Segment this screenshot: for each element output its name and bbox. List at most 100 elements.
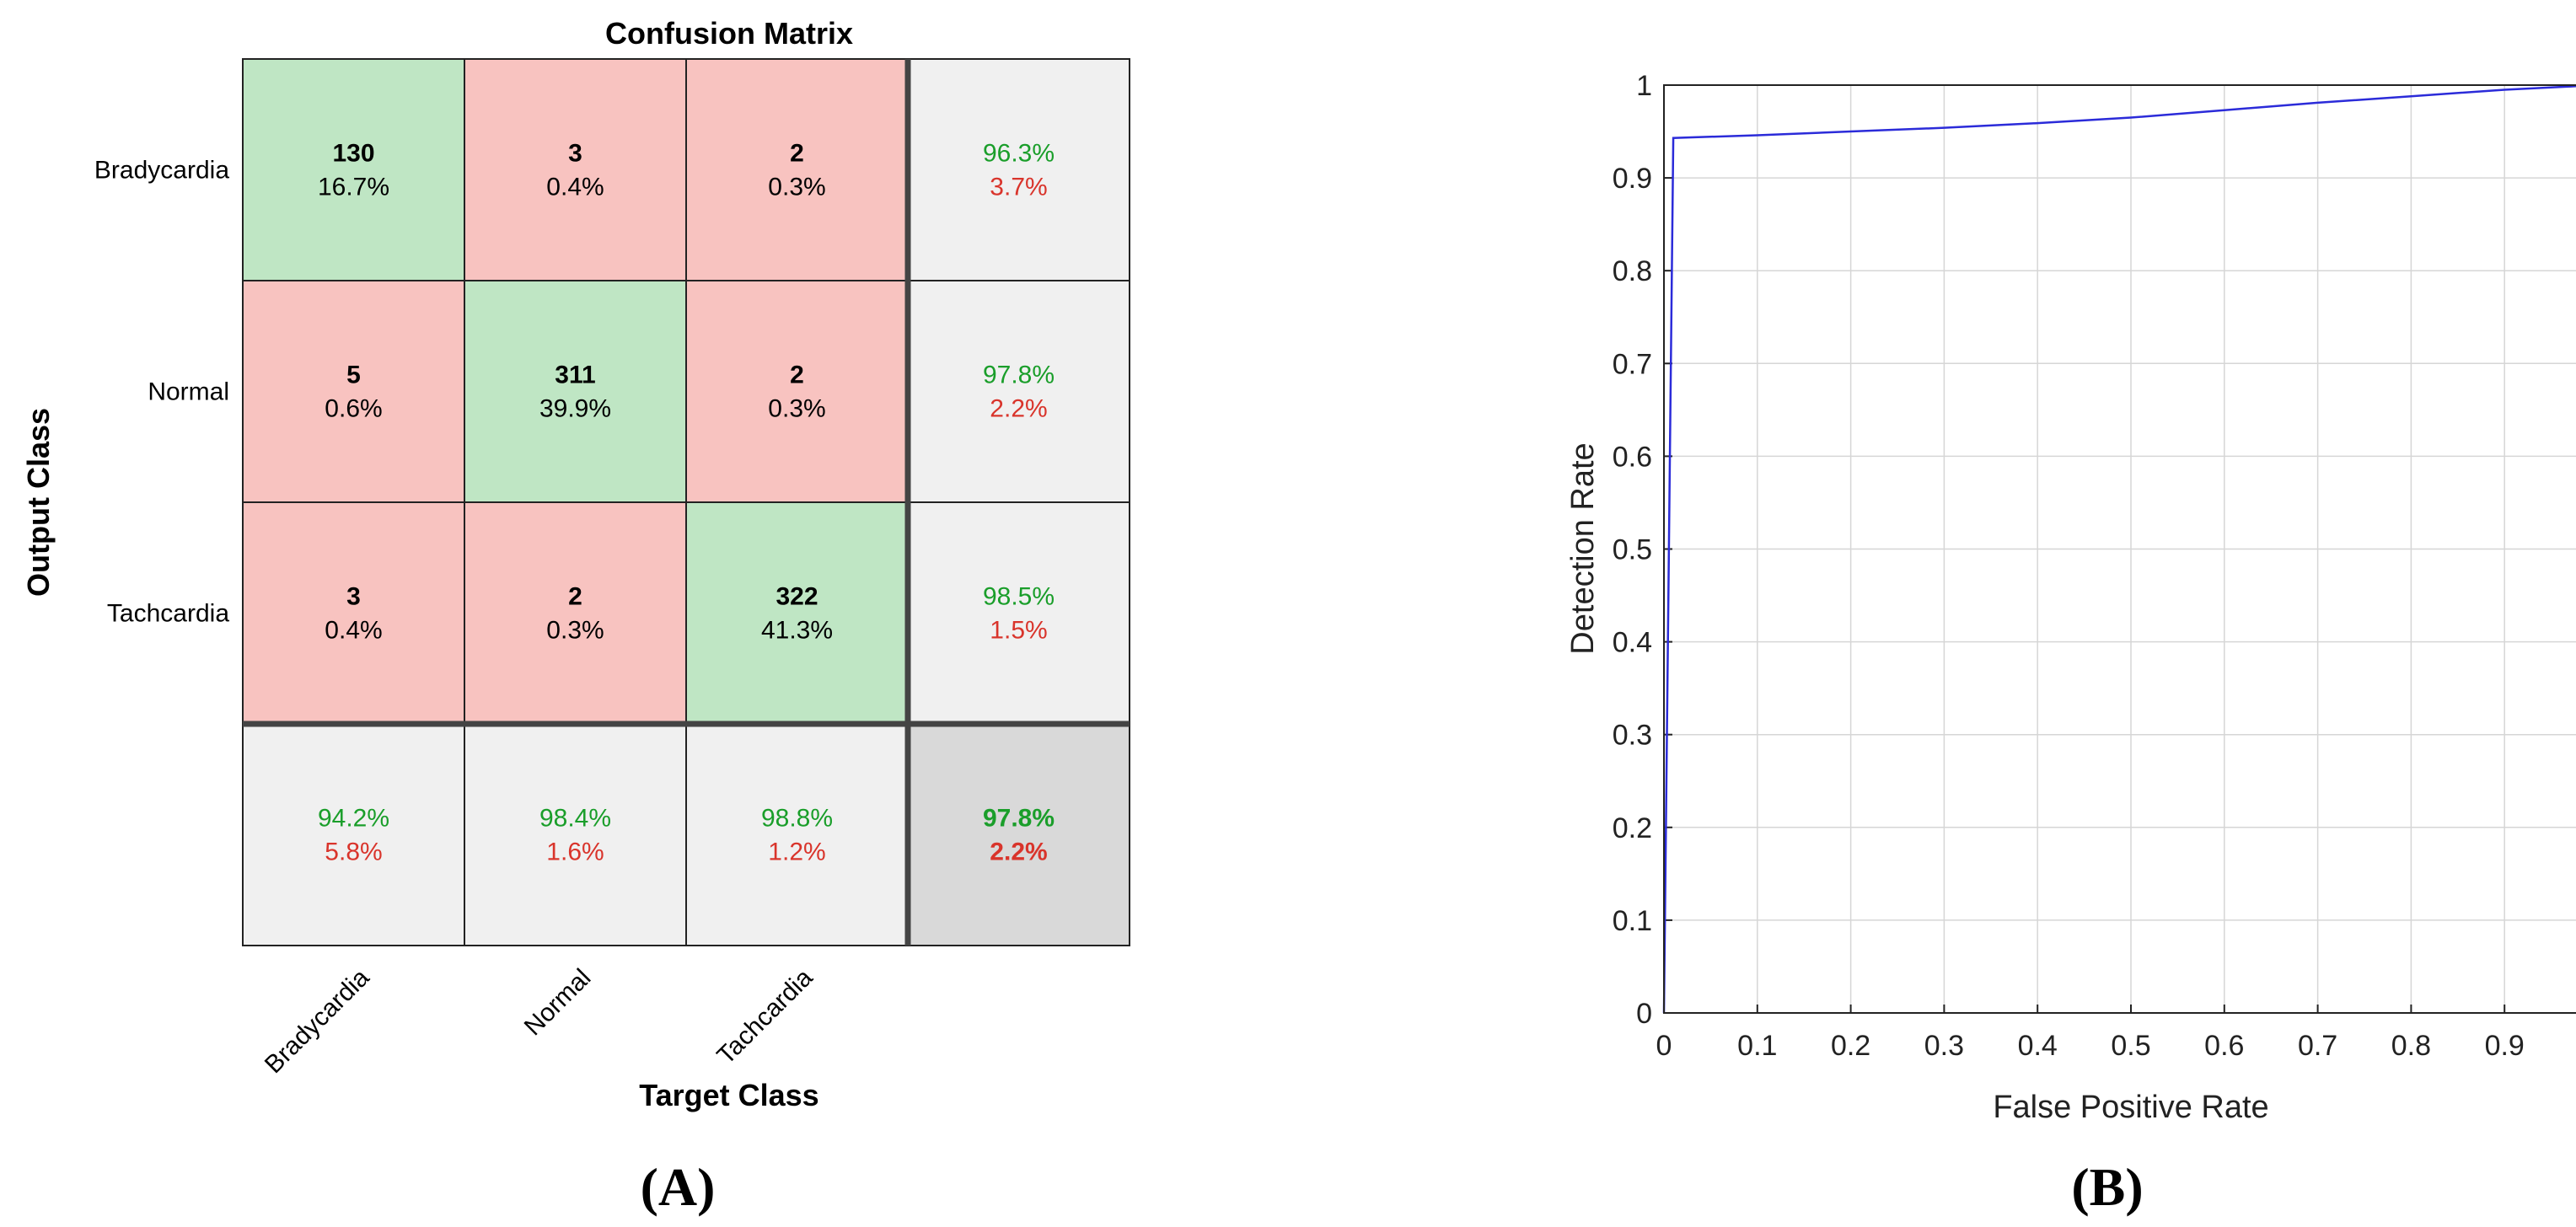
row-summary-2-line2: 1.5% xyxy=(990,617,1047,645)
column-labels: Bradycardia Normal Tachcardia xyxy=(260,963,818,1079)
confusion-matrix: Confusion Matrix 130 16.7% 3 0.4% 2 0.3% 96.3%… xyxy=(21,16,1130,1217)
cm-cell-r2-c1: 2 0.3% xyxy=(464,501,687,725)
row-summary-0: 96.3% 3.7% xyxy=(907,58,1130,281)
roc-x-tick-2: 0.2 xyxy=(1831,1030,1870,1062)
cm-cell-r0-c0-line2: 16.7% xyxy=(318,174,389,201)
output-class-axis-title: Output Class xyxy=(21,408,56,597)
column-summary-1-line1: 98.4% xyxy=(539,805,611,833)
roc-x-tick-1: 0.1 xyxy=(1737,1030,1777,1062)
column-label-tachcardia: Tachcardia xyxy=(712,963,818,1069)
cm-cell-r2-c0-line2: 0.4% xyxy=(325,617,382,645)
column-summary-0-line2: 5.8% xyxy=(325,839,382,866)
row-label-bradycardia: Bradycardia xyxy=(94,157,229,185)
column-summary-0-bg xyxy=(242,723,465,946)
roc-x-tick-6: 0.6 xyxy=(2204,1030,2244,1062)
row-summary-2-bg xyxy=(907,501,1130,725)
cm-cell-r0-c1-line2: 0.4% xyxy=(546,174,604,201)
cm-cell-r0-c0-bg xyxy=(242,58,465,281)
roc-x-tick-9: 0.9 xyxy=(2485,1030,2525,1062)
target-class-axis-title: Target Class xyxy=(639,1078,818,1112)
cm-cell-r2-c0-bg xyxy=(242,501,465,725)
roc-y-tick-5: 0.5 xyxy=(1613,534,1652,566)
cm-cell-r0-c1-bg xyxy=(464,58,687,281)
row-label-tachcardia: Tachcardia xyxy=(107,600,229,628)
confusion-matrix-title: Confusion Matrix xyxy=(605,16,853,51)
roc-plot-frame xyxy=(1663,84,2576,1014)
cm-cell-r1-c0-line2: 0.6% xyxy=(325,395,382,423)
roc-x-tick-0: 0 xyxy=(1656,1030,1672,1062)
cm-cell-r0-c2-bg xyxy=(685,58,909,281)
roc-x-tick-7: 0.7 xyxy=(2298,1030,2337,1062)
cm-cell-r0-c2-line1: 2 xyxy=(790,140,804,168)
cm-cell-r2-c0-line1: 3 xyxy=(346,583,361,611)
cm-cell-r1-c1-line1: 311 xyxy=(555,362,595,389)
row-labels: Bradycardia Normal Tachcardia xyxy=(94,157,229,628)
overall-accuracy-bg xyxy=(907,723,1130,946)
roc-y-tick-9: 0.9 xyxy=(1613,163,1652,195)
roc-x-tick-4: 0.4 xyxy=(2018,1030,2058,1062)
cm-cell-r1-c0: 5 0.6% xyxy=(242,280,465,503)
roc-y-tick-6: 0.6 xyxy=(1613,441,1652,473)
cm-cell-r1-c1-line2: 39.9% xyxy=(539,395,611,423)
row-summary-2-line1: 98.5% xyxy=(983,583,1055,611)
cm-cell-r2-c1-bg xyxy=(464,501,687,725)
column-summary-2-line1: 98.8% xyxy=(761,805,833,833)
roc-y-tick-4: 0.4 xyxy=(1613,627,1652,659)
column-label-normal: Normal xyxy=(519,964,597,1042)
column-summary-1-line2: 1.6% xyxy=(546,839,604,866)
roc-x-axis-title: False Positive Rate xyxy=(1993,1090,2268,1125)
row-summary-1-line1: 97.8% xyxy=(983,362,1055,389)
row-label-normal: Normal xyxy=(148,378,229,406)
cm-cell-r0-c1: 3 0.4% xyxy=(464,58,687,281)
cm-cell-r1-c2: 2 0.3% xyxy=(685,280,909,503)
row-summary-1: 97.8% 2.2% xyxy=(907,280,1130,503)
column-summary-2: 98.8% 1.2% xyxy=(685,723,909,946)
roc-y-tick-0: 0 xyxy=(1636,998,1652,1030)
cm-cell-r2-c1-line1: 2 xyxy=(568,583,582,611)
roc-y-tick-3: 0.3 xyxy=(1613,720,1652,752)
row-summary-2: 98.5% 1.5% xyxy=(907,501,1130,725)
confusion-matrix-cells: 130 16.7% 3 0.4% 2 0.3% 96.3% 3.7% 5 0.6% 311 39.9%… xyxy=(242,58,1130,946)
roc-y-tick-7: 0.7 xyxy=(1613,348,1652,380)
roc-series xyxy=(1662,85,2576,1014)
cm-cell-r0-c0-line1: 130 xyxy=(332,140,374,168)
cm-cell-r1-c1: 311 39.9% xyxy=(464,280,687,503)
cm-cell-r1-c1-bg xyxy=(464,280,687,503)
roc-y-tick-1: 0.1 xyxy=(1613,905,1652,937)
column-summary-2-bg xyxy=(685,723,909,946)
row-summary-1-line2: 2.2% xyxy=(990,395,1047,423)
column-summary-0-line1: 94.2% xyxy=(318,805,389,833)
cm-cell-r0-c0: 130 16.7% xyxy=(242,58,465,281)
roc-y-axis-title: Detection Rate xyxy=(1565,442,1601,654)
cm-cell-r2-c0: 3 0.4% xyxy=(242,501,465,725)
roc-grid xyxy=(1664,85,2576,1013)
cm-cell-r2-c2-line2: 41.3% xyxy=(761,617,833,645)
panel-b-label: (B) xyxy=(2071,1157,2143,1217)
roc-x-tick-3: 0.3 xyxy=(1924,1030,1964,1062)
row-summary-0-bg xyxy=(907,58,1130,281)
cm-cell-r0-c2: 2 0.3% xyxy=(685,58,909,281)
roc-x-tick-8: 0.8 xyxy=(2391,1030,2431,1062)
row-summary-1-bg xyxy=(907,280,1130,503)
panel-a-label: (A) xyxy=(641,1157,716,1217)
cm-cell-r2-c2-bg xyxy=(685,501,909,725)
row-summary-0-line1: 96.3% xyxy=(983,140,1055,168)
roc-y-ticks: 0 0.1 0.2 0.3 0.4 0.5 0.6 0.7 0.8 0.9 1 xyxy=(1613,70,1672,1030)
cm-cell-r1-c2-line2: 0.3% xyxy=(768,395,825,423)
roc-x-ticks: 00.10.20.30.40.50.60.70.80.91 xyxy=(1656,1005,2525,1062)
cm-cell-r1-c2-line1: 2 xyxy=(790,362,804,389)
column-summary-1-bg xyxy=(464,723,687,946)
overall-accuracy-line2: 2.2% xyxy=(990,839,1047,866)
overall-accuracy-line1: 97.8% xyxy=(983,805,1055,833)
cm-cell-r2-c2: 322 41.3% xyxy=(685,501,909,725)
roc-y-tick-8: 0.8 xyxy=(1613,255,1652,287)
cm-cell-r2-c2-line1: 322 xyxy=(775,583,818,611)
roc-y-tick-2: 0.2 xyxy=(1613,812,1652,844)
cm-cell-r0-c2-line2: 0.3% xyxy=(768,174,825,201)
column-summary-0: 94.2% 5.8% xyxy=(242,723,465,946)
roc-y-tick-10: 1 xyxy=(1636,70,1652,102)
cm-cell-r0-c1-line1: 3 xyxy=(568,140,582,168)
column-summary-1: 98.4% 1.6% xyxy=(464,723,687,946)
cm-cell-r1-c0-bg xyxy=(242,280,465,503)
